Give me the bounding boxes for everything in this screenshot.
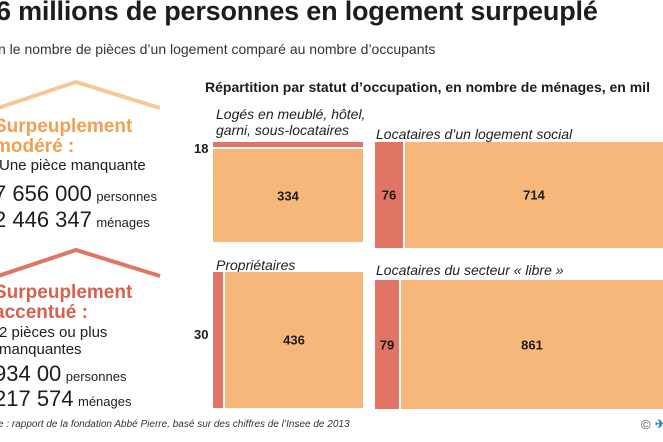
moderate-persons-value: 7 656 000 xyxy=(0,181,92,206)
accentuated-persons-value: 934 00 xyxy=(0,361,62,386)
bar-furnished-moderate xyxy=(213,149,363,242)
accentuated-households-value: 217 574 xyxy=(0,386,74,411)
value-private-accentuated: 79 xyxy=(379,337,395,352)
roof-icon-accentuated xyxy=(0,247,161,278)
moderate-title: Surpeuplement modéré : xyxy=(0,116,133,157)
accentuated-persons: 934 00 personnes xyxy=(0,362,126,389)
chart-title: Répartition par statut d’occupation, en … xyxy=(205,79,650,95)
value-furnished-accentuated: 18 xyxy=(194,141,209,156)
accentuated-description: 2 pièces ou plus manquantes xyxy=(0,324,108,358)
panel-label-private: Locataires du secteur « libre » xyxy=(376,262,564,278)
bar-furnished-accentuated xyxy=(213,142,363,147)
moderate-persons-unit: personnes xyxy=(96,189,158,204)
bar-social-moderate xyxy=(405,142,663,248)
page-title: 6 millions de personnes en logement surp… xyxy=(0,0,598,26)
moderate-households-unit: ménages xyxy=(96,215,150,230)
source-note: e : rapport de la fondation Abbé Pierre,… xyxy=(0,419,350,430)
bar-social-accentuated xyxy=(375,142,403,248)
bar-private-moderate xyxy=(401,280,663,409)
moderate-description: Une pièce manquante xyxy=(0,157,146,174)
value-owners-accentuated: 30 xyxy=(194,327,209,342)
panel-label-furnished: Logés en meublé, hôtel, garni, sous-loca… xyxy=(216,106,366,138)
accentuated-persons-unit: personnes xyxy=(65,369,127,384)
value-social-moderate: 714 xyxy=(523,187,545,203)
value-owners-moderate: 436 xyxy=(283,332,305,348)
bar-owners-accentuated xyxy=(213,272,223,408)
panel-label-social: Locataires d’un logement social xyxy=(376,126,573,142)
afp-logo-icon: ✈ xyxy=(655,417,663,431)
accentuated-households-unit: ménages xyxy=(77,394,132,409)
value-social-accentuated: 76 xyxy=(381,187,397,203)
moderate-persons: 7 656 000 personnes xyxy=(0,182,157,209)
panel-label-owners: Propriétaires xyxy=(216,257,296,273)
moderate-households-value: 2 446 347 xyxy=(0,207,92,232)
roof-icon-moderate xyxy=(0,79,161,110)
value-private-moderate: 861 xyxy=(521,337,543,352)
moderate-households: 2 446 347 ménages xyxy=(0,208,150,235)
accentuated-households: 217 574 ménages xyxy=(0,387,131,414)
copyright-mark: © xyxy=(641,417,651,432)
bar-private-accentuated xyxy=(375,280,399,409)
value-furnished-moderate: 334 xyxy=(277,188,299,203)
page-subtitle: n le nombre de pièces d’un logement comp… xyxy=(0,41,436,57)
accentuated-title: Surpeuplement accentué : xyxy=(0,282,133,323)
bar-owners-moderate xyxy=(225,272,363,408)
